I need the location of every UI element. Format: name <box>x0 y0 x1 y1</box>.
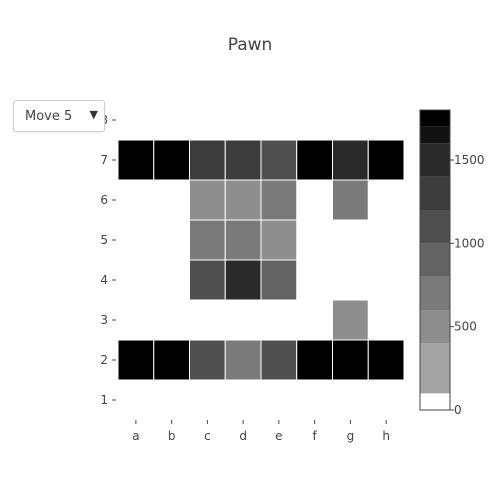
colorbar-bin <box>420 210 450 244</box>
colorbar-outline <box>419 109 451 411</box>
colorbar-bin <box>420 143 450 177</box>
colorbar-bin <box>420 243 450 277</box>
heatmap-cell-e7 <box>260 139 298 181</box>
heatmap-cell-g2 <box>332 339 369 381</box>
colorbar-bin <box>420 310 450 344</box>
x-tick-label: b <box>168 429 176 443</box>
heatmap-cell-c7 <box>189 139 226 181</box>
y-tick-label: 5 <box>100 233 108 247</box>
x-tick-label: e <box>275 429 282 443</box>
y-tick-label: 7 <box>100 153 108 167</box>
heatmap-cell-h7 <box>367 139 405 181</box>
x-tick-label: d <box>239 429 247 443</box>
heatmap-cell-b2 <box>153 339 190 381</box>
colorbar-tick-label: 1000 <box>454 236 485 250</box>
heatmap-cell-c2 <box>189 339 226 381</box>
colorbar-tick-label: 1500 <box>454 153 485 167</box>
heatmap-cell-f7 <box>296 139 333 181</box>
y-tick-label: 6 <box>100 193 108 207</box>
heatmap-cell-d5 <box>224 219 262 261</box>
colorbar-bin <box>420 176 450 210</box>
heatmap-cell-a7 <box>117 139 155 181</box>
heatmap-cell-c6 <box>189 179 226 221</box>
move-dropdown[interactable]: Move 5 ▼ <box>13 100 105 132</box>
colorbar-bin <box>420 110 450 127</box>
heatmap-cell-c5 <box>189 219 226 261</box>
triangle-down-icon: ▼ <box>89 108 98 121</box>
heatmap-cell-e6 <box>260 179 298 221</box>
x-tick-label: c <box>204 429 211 443</box>
heatmap-cell-b7 <box>153 139 190 181</box>
heatmap-cell-f2 <box>296 339 333 381</box>
heatmap-cell-e4 <box>260 259 298 301</box>
heatmap-cell-a2 <box>117 339 155 381</box>
x-tick-label: a <box>132 429 139 443</box>
y-tick-label: 1 <box>100 393 108 407</box>
y-tick-label: 4 <box>100 273 108 287</box>
heatmap-cell-g3 <box>332 299 369 341</box>
heatmap-cell-d7 <box>224 139 262 181</box>
x-tick-label: f <box>313 429 318 443</box>
colorbar: 0 500 1000 1500 <box>419 109 485 417</box>
y-axis: 12345678 <box>100 113 116 407</box>
chart-title: Pawn <box>228 35 273 55</box>
colorbar-bin <box>420 343 450 394</box>
heatmap-cell-d2 <box>224 339 262 381</box>
colorbar-tick-label: 0 <box>454 403 462 417</box>
x-axis: a b c d e f g h <box>132 420 390 443</box>
x-tick-label: g <box>347 429 355 443</box>
heatmap-cell-h2 <box>367 339 405 381</box>
heatmap-cell-g7 <box>332 139 369 181</box>
colorbar-bin <box>420 126 450 144</box>
x-tick-label: h <box>382 429 390 443</box>
heatmap-cell-d4 <box>224 259 262 301</box>
colorbar-bin <box>420 393 450 410</box>
heatmap-cell-d6 <box>224 179 262 221</box>
heatmap-cells <box>117 139 405 381</box>
heatmap-cell-e5 <box>260 219 298 261</box>
colorbar-tick-label: 500 <box>454 320 477 334</box>
heatmap-cell-e2 <box>260 339 298 381</box>
heatmap-cell-c4 <box>189 259 226 301</box>
heatmap-cell-g6 <box>332 179 369 221</box>
y-tick-label: 3 <box>100 313 108 327</box>
y-tick-label: 2 <box>100 353 108 367</box>
move-dropdown-label: Move 5 <box>25 109 73 124</box>
colorbar-bin <box>420 276 450 310</box>
